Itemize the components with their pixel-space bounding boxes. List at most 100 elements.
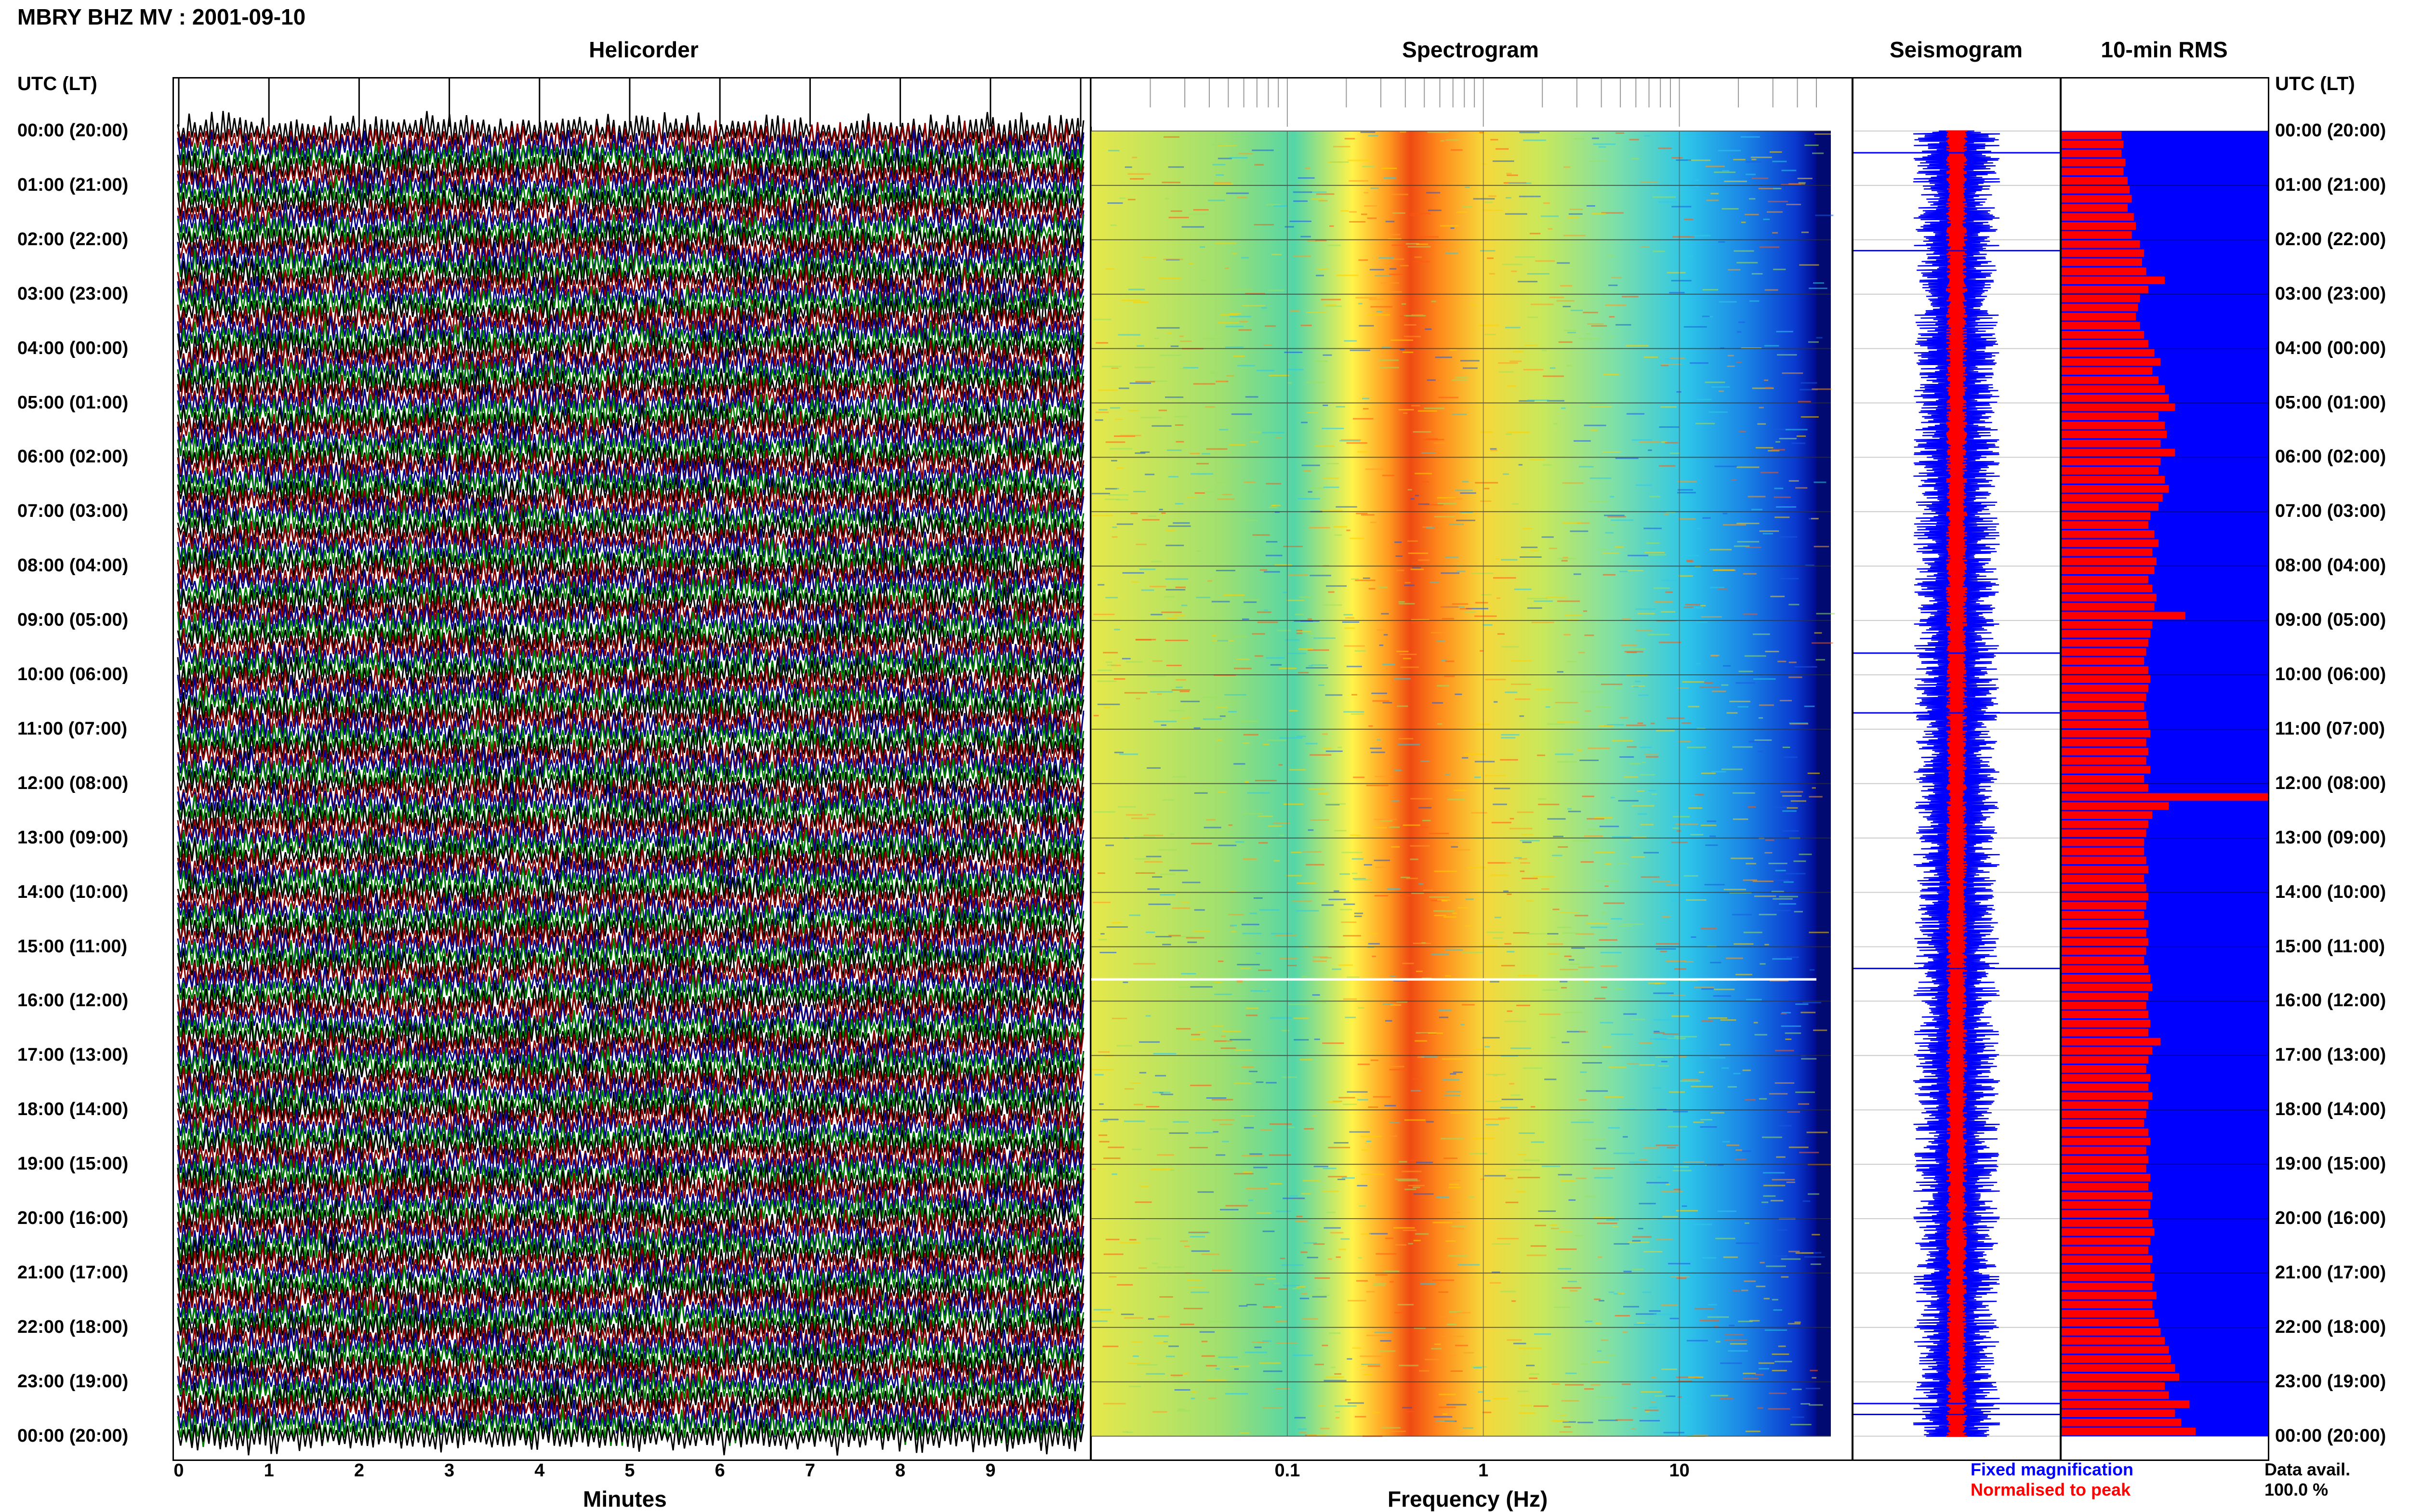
rms-bar — [2062, 738, 2146, 747]
spectrogram-speckle — [1631, 1428, 1636, 1430]
rms-bar — [2062, 566, 2155, 574]
spectrogram-speckle — [1098, 670, 1112, 671]
rms-bar — [2062, 693, 2146, 701]
spectrogram-speckle — [1179, 1240, 1188, 1242]
spectrogram-speckle — [1714, 465, 1737, 467]
spectrogram-speckle — [1183, 1308, 1203, 1310]
spectrogram-speckle — [1646, 542, 1660, 544]
spectrogram-speckle — [1111, 367, 1119, 369]
spectrogram-speckle — [1302, 1180, 1321, 1182]
rms-bar — [2062, 448, 2175, 457]
spectrogram-speckle — [1190, 1236, 1205, 1237]
spectrogram-speckle — [1161, 724, 1166, 726]
spectrogram-speckle — [1483, 1400, 1491, 1402]
spectrogram-speckle — [1157, 1266, 1171, 1268]
rms-bar — [2062, 140, 2124, 148]
spectrogram-speckle — [1320, 1428, 1330, 1430]
spectrogram-speckle — [1366, 1291, 1375, 1293]
spectrogram-speckle — [1145, 473, 1155, 475]
spectrogram-speckle — [1274, 1283, 1280, 1284]
spectrogram-speckle — [1529, 1373, 1540, 1375]
spectrogram-speckle — [1688, 1376, 1704, 1378]
spectrogram-speckle — [1227, 1385, 1232, 1386]
helicorder-trace — [177, 1279, 1085, 1320]
spectrogram-speckle — [1615, 324, 1631, 326]
rms-bar — [2062, 883, 2146, 892]
spectrogram-speckle — [1462, 951, 1483, 953]
spectrogram-speckle — [1248, 1199, 1253, 1201]
spectrogram-speckle — [1758, 1362, 1774, 1364]
spectrogram-speckle — [1174, 1266, 1184, 1268]
spectrogram-speckle — [1124, 1120, 1145, 1122]
helicorder-trace — [177, 1199, 1085, 1238]
row-label-left: 05:00 (01:00) — [17, 392, 129, 413]
spectrogram-speckle — [1229, 157, 1248, 158]
spectrogram-speckle — [1364, 205, 1377, 207]
spectrogram-speckle — [1578, 1119, 1590, 1121]
spectrogram-speckle — [1307, 1434, 1326, 1436]
spectrogram-speckle — [1262, 1407, 1283, 1409]
spectrogram-speckle — [1279, 834, 1284, 836]
spectrogram-speckle — [1643, 1251, 1663, 1253]
spectrogram-speckle — [1517, 1177, 1540, 1179]
spectrogram-speckle — [1787, 1111, 1800, 1113]
spectrogram-speckle — [1509, 360, 1522, 362]
spectrogram-speckle — [1644, 552, 1665, 553]
row-label-left: 03:00 (23:00) — [17, 283, 129, 304]
spectrogram-speckle — [1679, 795, 1698, 797]
spectrogram-speckle — [1293, 1354, 1313, 1356]
spectrogram-speckle — [1759, 704, 1774, 706]
spectrogram-speckle — [1782, 372, 1803, 374]
spectrogram-speckle — [1742, 1069, 1751, 1071]
spectrogram-speckle — [1583, 610, 1588, 612]
spectrogram-speckle — [1799, 1152, 1819, 1154]
helicorder-trace — [177, 1253, 1085, 1293]
helicorder-trace — [177, 547, 1085, 586]
spectrogram-speckle — [1452, 912, 1457, 914]
spectrogram-speckle — [1530, 303, 1554, 305]
row-label-left: 00:00 (20:00) — [17, 120, 129, 141]
spectrogram-speckle — [1786, 1182, 1795, 1183]
helicorder-trace — [177, 691, 1085, 731]
rms-bar — [2062, 1156, 2148, 1164]
spectrogram-speckle — [1135, 1201, 1152, 1203]
spectrogram-speckle — [1800, 416, 1819, 418]
spectrogram-speckle — [1471, 812, 1487, 814]
rms-bar — [2062, 1346, 2169, 1354]
spectrogram-speckle — [1541, 1165, 1561, 1167]
spectrogram-speckle — [1165, 589, 1186, 591]
rms-bar — [2062, 548, 2153, 556]
spectrogram-speckle — [1440, 606, 1459, 608]
spectrogram-speckle — [1683, 326, 1707, 328]
spectrogram-speckle — [1235, 289, 1252, 290]
spectrogram-speckle — [1130, 1082, 1141, 1084]
row-label-left: 11:00 (07:00) — [17, 718, 128, 739]
spectrogram-speckle — [1266, 1082, 1277, 1084]
spectrogram-speckle — [1328, 1146, 1350, 1148]
spectrogram-speckle — [1244, 601, 1257, 603]
spectrogram-speckle — [1606, 1219, 1619, 1221]
spectrogram-speckle — [1772, 1369, 1787, 1371]
spectrogram-speckle — [1484, 1175, 1506, 1177]
spectrogram-speckle — [1492, 1271, 1500, 1273]
spectrogram-speckle — [1125, 166, 1132, 168]
spectrogram-speckle — [1503, 473, 1509, 475]
spectrogram-speckle — [1330, 161, 1349, 163]
spectrogram-speckle — [1743, 613, 1758, 615]
spectrogram-speckle — [1623, 1306, 1639, 1308]
spectrogram-speckle — [1812, 388, 1831, 390]
spectrogram-speckle — [1441, 572, 1459, 574]
legend-normalised-to-peak: Normalised to peak — [1971, 1480, 2131, 1499]
spectrogram-speckle — [1336, 275, 1359, 276]
spectrogram-speckle — [1602, 552, 1619, 554]
spectrogram-speckle — [1443, 1094, 1460, 1096]
helicorder-trace — [177, 265, 1085, 305]
spectrogram-speckle — [1336, 406, 1345, 408]
helicorder-trace — [177, 600, 1085, 641]
spectrogram-speckle — [1490, 139, 1498, 141]
spectrogram-speckle — [1710, 1112, 1725, 1114]
spectrogram-speckle — [1751, 158, 1757, 160]
spectrogram-speckle — [1551, 1383, 1560, 1385]
spectrogram-speckle — [1623, 1136, 1628, 1138]
minute-tick-label: 4 — [534, 1460, 545, 1481]
